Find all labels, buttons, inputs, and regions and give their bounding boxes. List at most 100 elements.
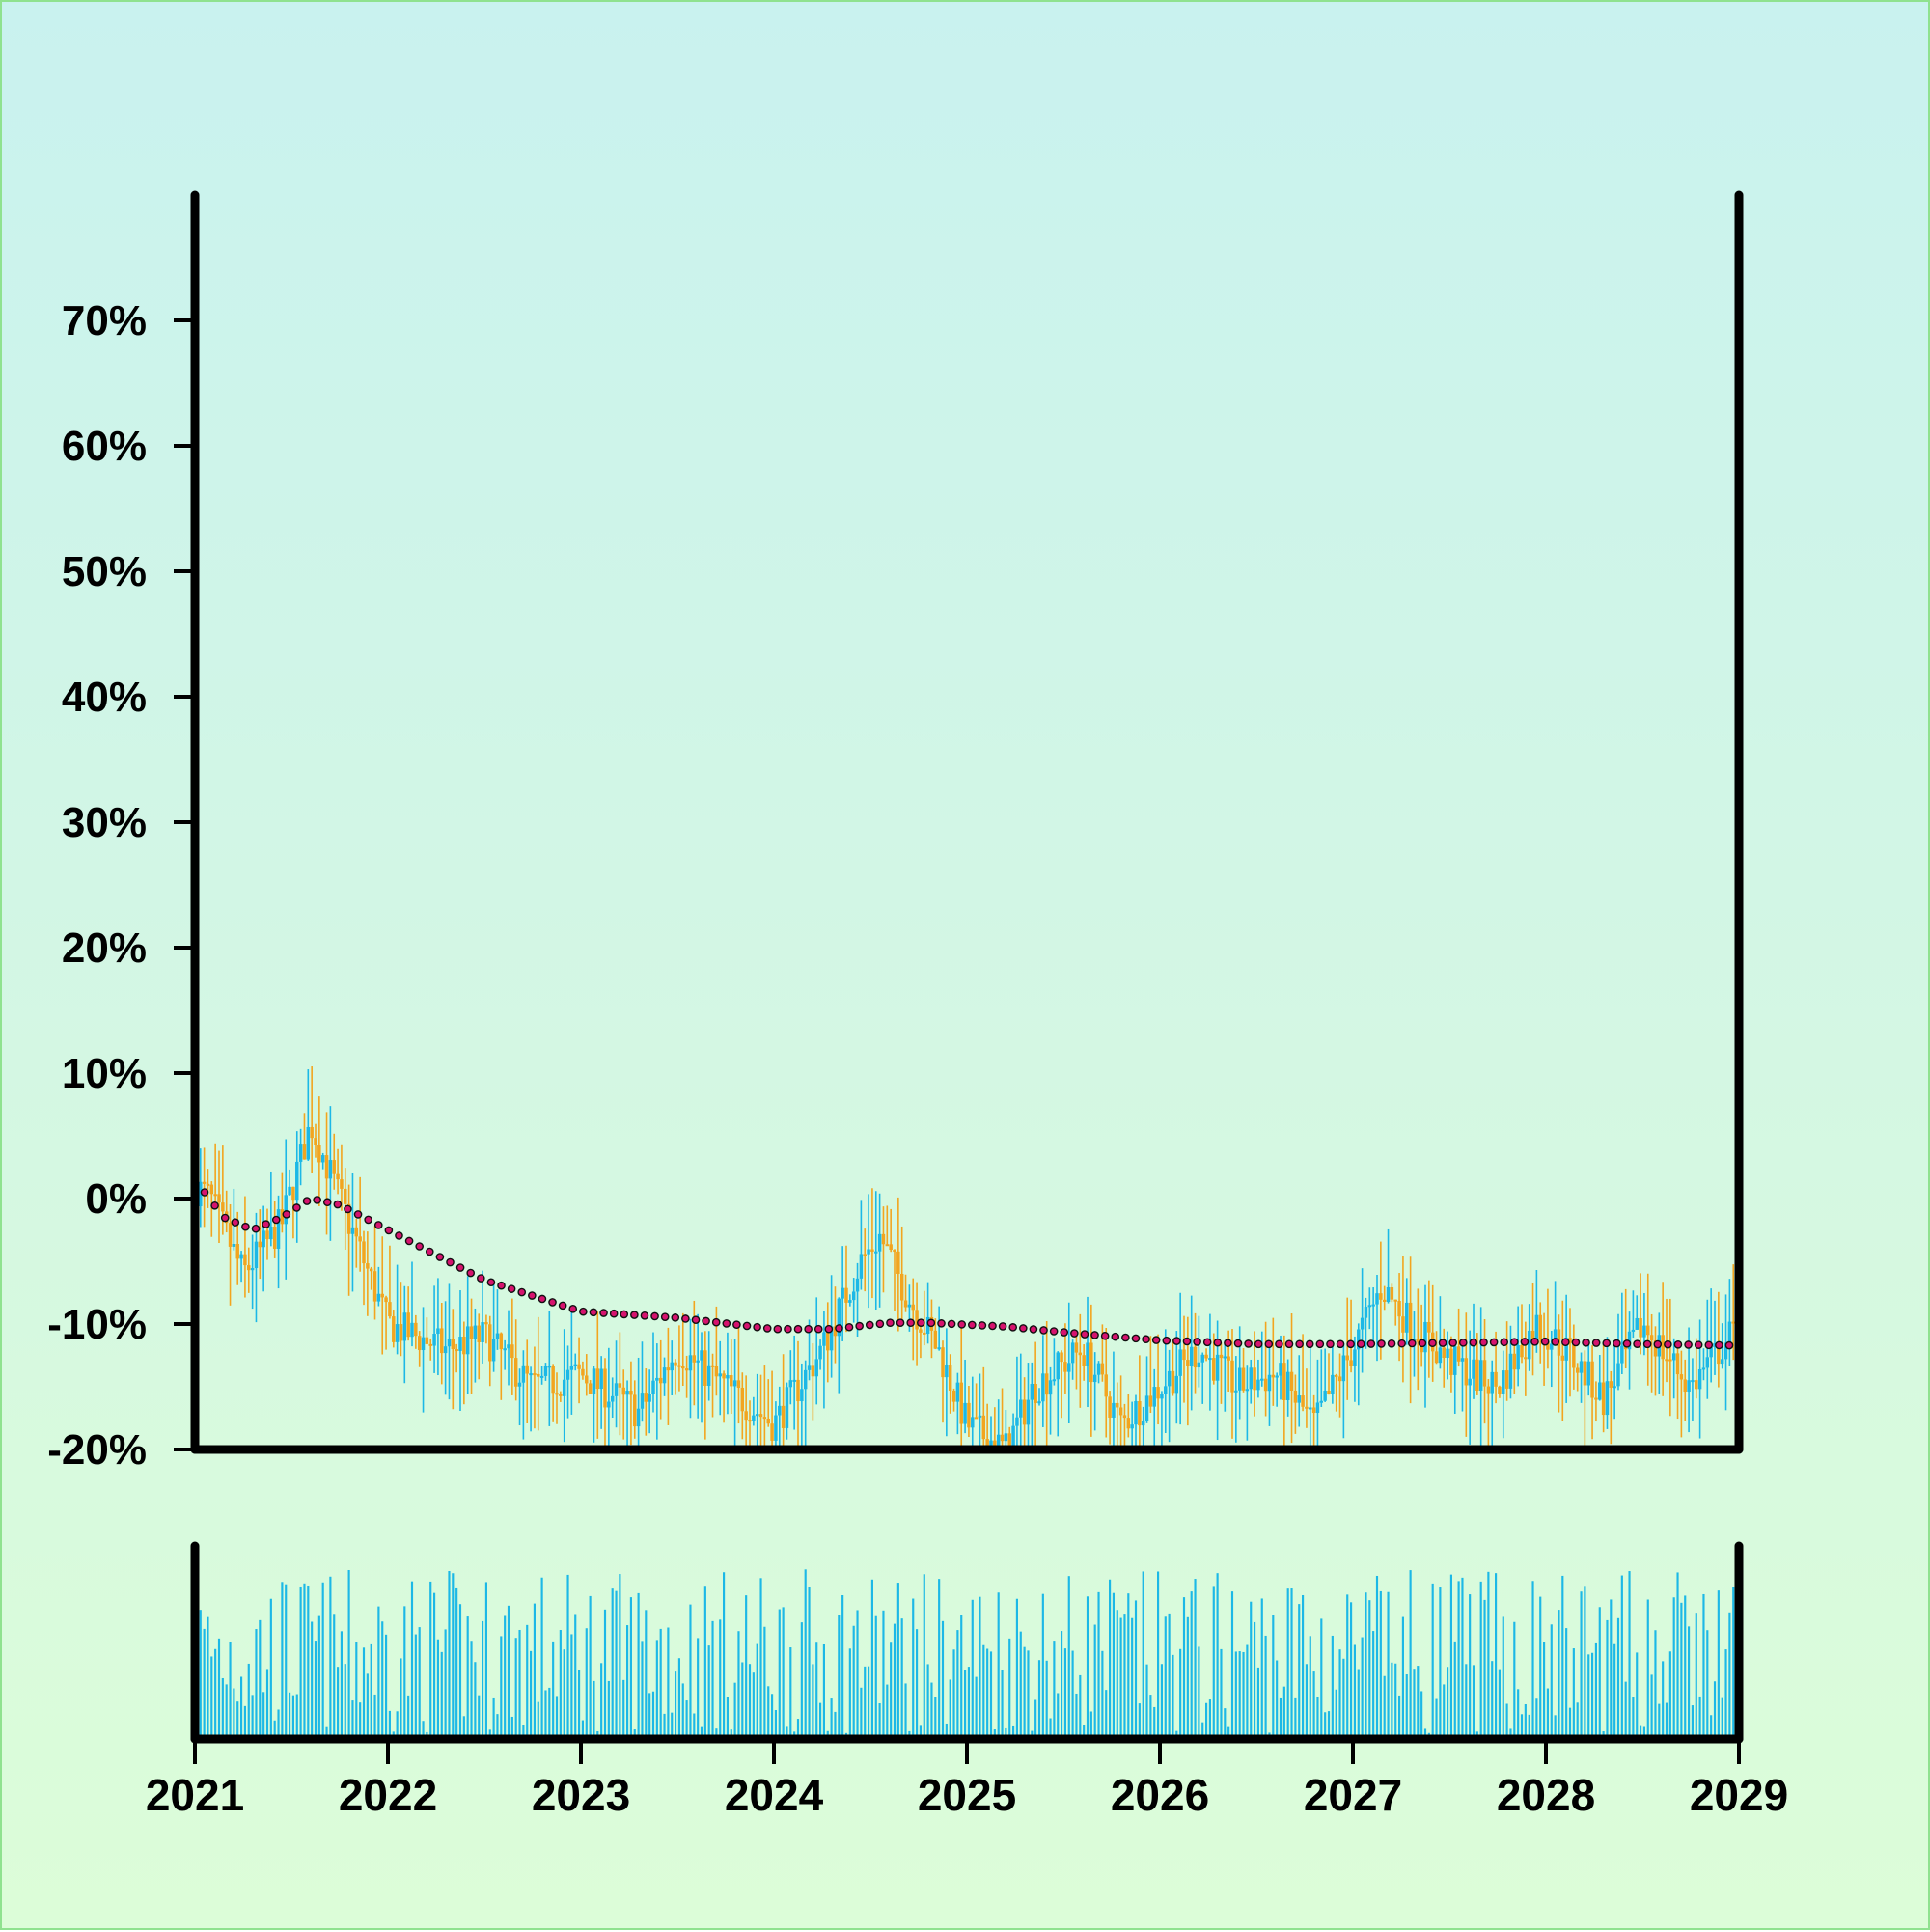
volume-bar bbox=[1063, 1648, 1066, 1739]
candle-body bbox=[896, 1251, 900, 1274]
candle-body bbox=[362, 1241, 366, 1264]
candle-body bbox=[481, 1322, 484, 1342]
volume-bar bbox=[199, 1610, 202, 1739]
trend-point bbox=[1029, 1325, 1038, 1334]
trend-point bbox=[1602, 1339, 1612, 1348]
candle-body bbox=[1553, 1329, 1558, 1344]
trend-point bbox=[1100, 1331, 1110, 1340]
candle-body bbox=[651, 1380, 655, 1394]
volume-bar bbox=[1290, 1588, 1293, 1739]
volume-bar bbox=[890, 1642, 893, 1739]
candle-body bbox=[1494, 1371, 1498, 1387]
volume-bar bbox=[923, 1574, 925, 1739]
candle-body bbox=[726, 1375, 730, 1379]
candle-body bbox=[1375, 1293, 1379, 1305]
candle-body bbox=[421, 1337, 426, 1351]
candle-body bbox=[1189, 1346, 1194, 1366]
candle-body bbox=[1723, 1342, 1728, 1360]
candle-body bbox=[1701, 1367, 1706, 1370]
trend-point bbox=[957, 1320, 966, 1329]
volume-bar bbox=[1312, 1671, 1315, 1739]
trend-point bbox=[671, 1313, 680, 1322]
candle-body bbox=[1241, 1367, 1246, 1391]
volume-bar bbox=[815, 1642, 818, 1739]
volume-bar bbox=[1539, 1596, 1542, 1739]
volume-bar bbox=[1398, 1695, 1401, 1739]
candle-body bbox=[996, 1434, 1001, 1449]
volume-bar bbox=[1368, 1600, 1371, 1739]
trend-point bbox=[1315, 1339, 1325, 1349]
volume-bar bbox=[979, 1596, 981, 1739]
candle-body bbox=[539, 1375, 544, 1378]
volume-bar bbox=[1662, 1661, 1665, 1739]
volume-bar bbox=[812, 1664, 814, 1739]
candle-body bbox=[1382, 1299, 1387, 1302]
trend-point bbox=[1080, 1330, 1089, 1339]
y-tick-label: -20% bbox=[47, 1426, 147, 1474]
volume-bar bbox=[1019, 1631, 1022, 1739]
volume-bar bbox=[514, 1638, 517, 1739]
candle-body bbox=[291, 1186, 295, 1201]
volume-bar bbox=[1457, 1581, 1460, 1739]
candle-body bbox=[581, 1368, 585, 1376]
candle-body bbox=[551, 1366, 555, 1394]
volume-bar bbox=[388, 1710, 391, 1739]
trend-point bbox=[1591, 1339, 1601, 1347]
candle-body bbox=[562, 1379, 566, 1396]
candle-body bbox=[1613, 1386, 1616, 1389]
candle-body bbox=[573, 1364, 577, 1366]
candle-body bbox=[499, 1333, 504, 1350]
candle-body bbox=[1442, 1347, 1446, 1358]
candle-body bbox=[1594, 1397, 1598, 1400]
trend-point bbox=[650, 1311, 659, 1321]
volume-bar bbox=[466, 1616, 469, 1739]
candle-body bbox=[644, 1393, 648, 1402]
volume-bar bbox=[1550, 1624, 1553, 1739]
candle-body bbox=[951, 1390, 956, 1402]
candle-body bbox=[559, 1394, 563, 1396]
trend-point bbox=[1060, 1328, 1069, 1337]
candle-body bbox=[766, 1418, 770, 1424]
candle-body bbox=[1182, 1349, 1186, 1361]
candle-body bbox=[1583, 1361, 1587, 1386]
volume-bar bbox=[1732, 1587, 1735, 1739]
candle-body bbox=[1560, 1355, 1565, 1361]
volume-bar bbox=[1338, 1649, 1341, 1739]
candle-body bbox=[1516, 1344, 1520, 1370]
candle-body bbox=[206, 1183, 210, 1186]
candle-body bbox=[985, 1439, 989, 1449]
volume-bar bbox=[329, 1576, 332, 1739]
candle-body bbox=[1230, 1360, 1234, 1393]
volume-bar bbox=[1234, 1651, 1237, 1739]
candle-body bbox=[320, 1155, 325, 1163]
volume-bar bbox=[848, 1648, 851, 1739]
candle-body bbox=[209, 1184, 214, 1195]
candle-body bbox=[781, 1405, 786, 1428]
trend-point bbox=[813, 1324, 823, 1334]
candle-body bbox=[465, 1326, 470, 1355]
volume-bar bbox=[651, 1691, 655, 1739]
trend-point bbox=[835, 1324, 843, 1333]
candle-body bbox=[1482, 1360, 1487, 1387]
candle-body bbox=[1289, 1371, 1294, 1391]
x-axis-ticks: 2021 2022 2023 2024 2025 2026 2027 2028 2029 bbox=[146, 1739, 1788, 1820]
candle-body bbox=[1167, 1370, 1172, 1387]
candle-body bbox=[529, 1373, 533, 1376]
volume-bar bbox=[1620, 1575, 1623, 1739]
trend-point bbox=[373, 1221, 383, 1229]
volume-bar bbox=[1190, 1591, 1193, 1739]
trend-point bbox=[220, 1213, 230, 1223]
volume-bar bbox=[648, 1693, 651, 1739]
candle-body bbox=[1063, 1362, 1067, 1372]
trend-point bbox=[1633, 1339, 1641, 1348]
volume-bar bbox=[1230, 1591, 1234, 1739]
volume-bar bbox=[448, 1570, 451, 1739]
candle-body bbox=[1234, 1390, 1238, 1393]
candle-body bbox=[543, 1366, 548, 1376]
volume-bar bbox=[265, 1669, 269, 1739]
volume-bar bbox=[1037, 1660, 1041, 1739]
volume-bar bbox=[1423, 1728, 1427, 1739]
candle-body bbox=[455, 1349, 458, 1352]
volume-bar bbox=[945, 1723, 948, 1739]
